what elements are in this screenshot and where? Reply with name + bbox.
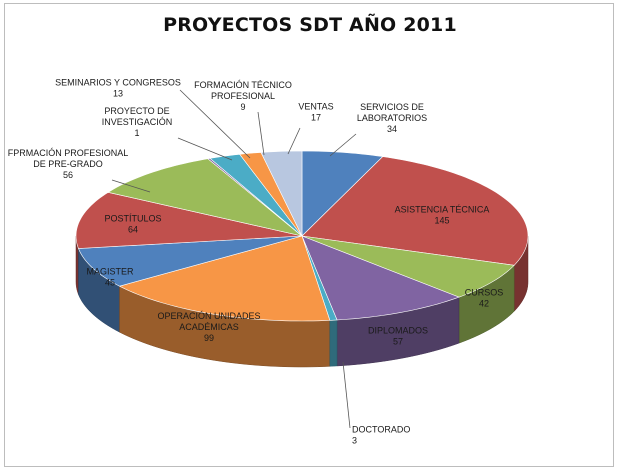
- slice-value-label: 9: [240, 102, 245, 112]
- slice-value-label: 17: [311, 113, 321, 123]
- slice-asistencia-t-cnica: [301, 156, 529, 266]
- slice-value-label: 34: [387, 124, 397, 134]
- slice-value-label: 56: [63, 170, 73, 180]
- slice-servicios-de-laboratorios: [301, 150, 384, 237]
- slice-category-label: POSTÍTULOS: [104, 214, 161, 224]
- slice-category-label: SEMINARIOS Y CONGRESOS: [55, 78, 181, 88]
- leader-line: [287, 127, 301, 155]
- slice-ventas: [260, 150, 303, 237]
- slice-magister: [78, 235, 303, 287]
- slice-category-label: PROYECTO DE: [104, 106, 169, 116]
- pie-tops: [75, 150, 529, 322]
- slice-cursos: [301, 235, 515, 298]
- slice-category-label: FPRMACIÓN PROFESIONAL: [8, 148, 129, 158]
- leader-line: [111, 179, 151, 193]
- slice-seminarios-y-congresos: [209, 153, 303, 237]
- slice-category-label: SERVICIOS DE: [360, 102, 424, 112]
- slice-category-label: PROFESIONAL: [211, 91, 275, 101]
- slice-fprmaci-n-profesional-de-pre-grado: [107, 158, 303, 237]
- slice-value-label: 1: [134, 128, 139, 138]
- slice-value-label: 42: [479, 299, 489, 309]
- leader-line: [329, 133, 357, 157]
- slice-value-label: 99: [204, 333, 214, 343]
- slice-category-label: OPERACIÓN UNIDADES: [157, 311, 260, 321]
- pie-sides: [75, 235, 529, 368]
- slice-value-label: 45: [105, 278, 115, 288]
- slice-diplomados: [301, 235, 460, 321]
- slice-post-tulos: [75, 191, 303, 249]
- leader-line: [257, 111, 265, 156]
- slice-category-label: CURSOS: [465, 288, 504, 298]
- slice-category-label: INVESTIGACIÓN: [102, 117, 173, 127]
- leader-line: [179, 89, 251, 159]
- slice-category-label: DIPLOMADOS: [368, 326, 428, 336]
- slice-category-label: FORMACIÓN TÉCNICO: [194, 80, 292, 90]
- slice-value-label: 13: [113, 89, 123, 99]
- leader-lines: [111, 89, 357, 429]
- slice-category-label: ASISTENCIA TÉCNICA: [395, 205, 490, 215]
- slice-operaci-n-unidades-acad-micas: [118, 235, 331, 322]
- slice-category-label: VENTAS: [298, 102, 333, 112]
- slice-value-label: 145: [434, 216, 449, 226]
- slice-value-label: 3: [352, 436, 357, 446]
- slice-category-label: MAGISTER: [86, 267, 134, 277]
- slice-category-label: DE PRE-GRADO: [33, 159, 103, 169]
- slice-value-label: 57: [393, 337, 403, 347]
- leader-line: [177, 137, 233, 161]
- slice-category-label: DOCTORADO: [352, 425, 410, 435]
- slice-value-label: 64: [128, 225, 138, 235]
- leader-line: [342, 361, 351, 429]
- slice-side: [329, 319, 338, 367]
- slice-category-label: LABORATORIOS: [357, 113, 427, 123]
- chart-title: PROYECTOS SDT AÑO 2011: [163, 14, 457, 36]
- slice-category-label: ACADÉMICAS: [179, 322, 239, 332]
